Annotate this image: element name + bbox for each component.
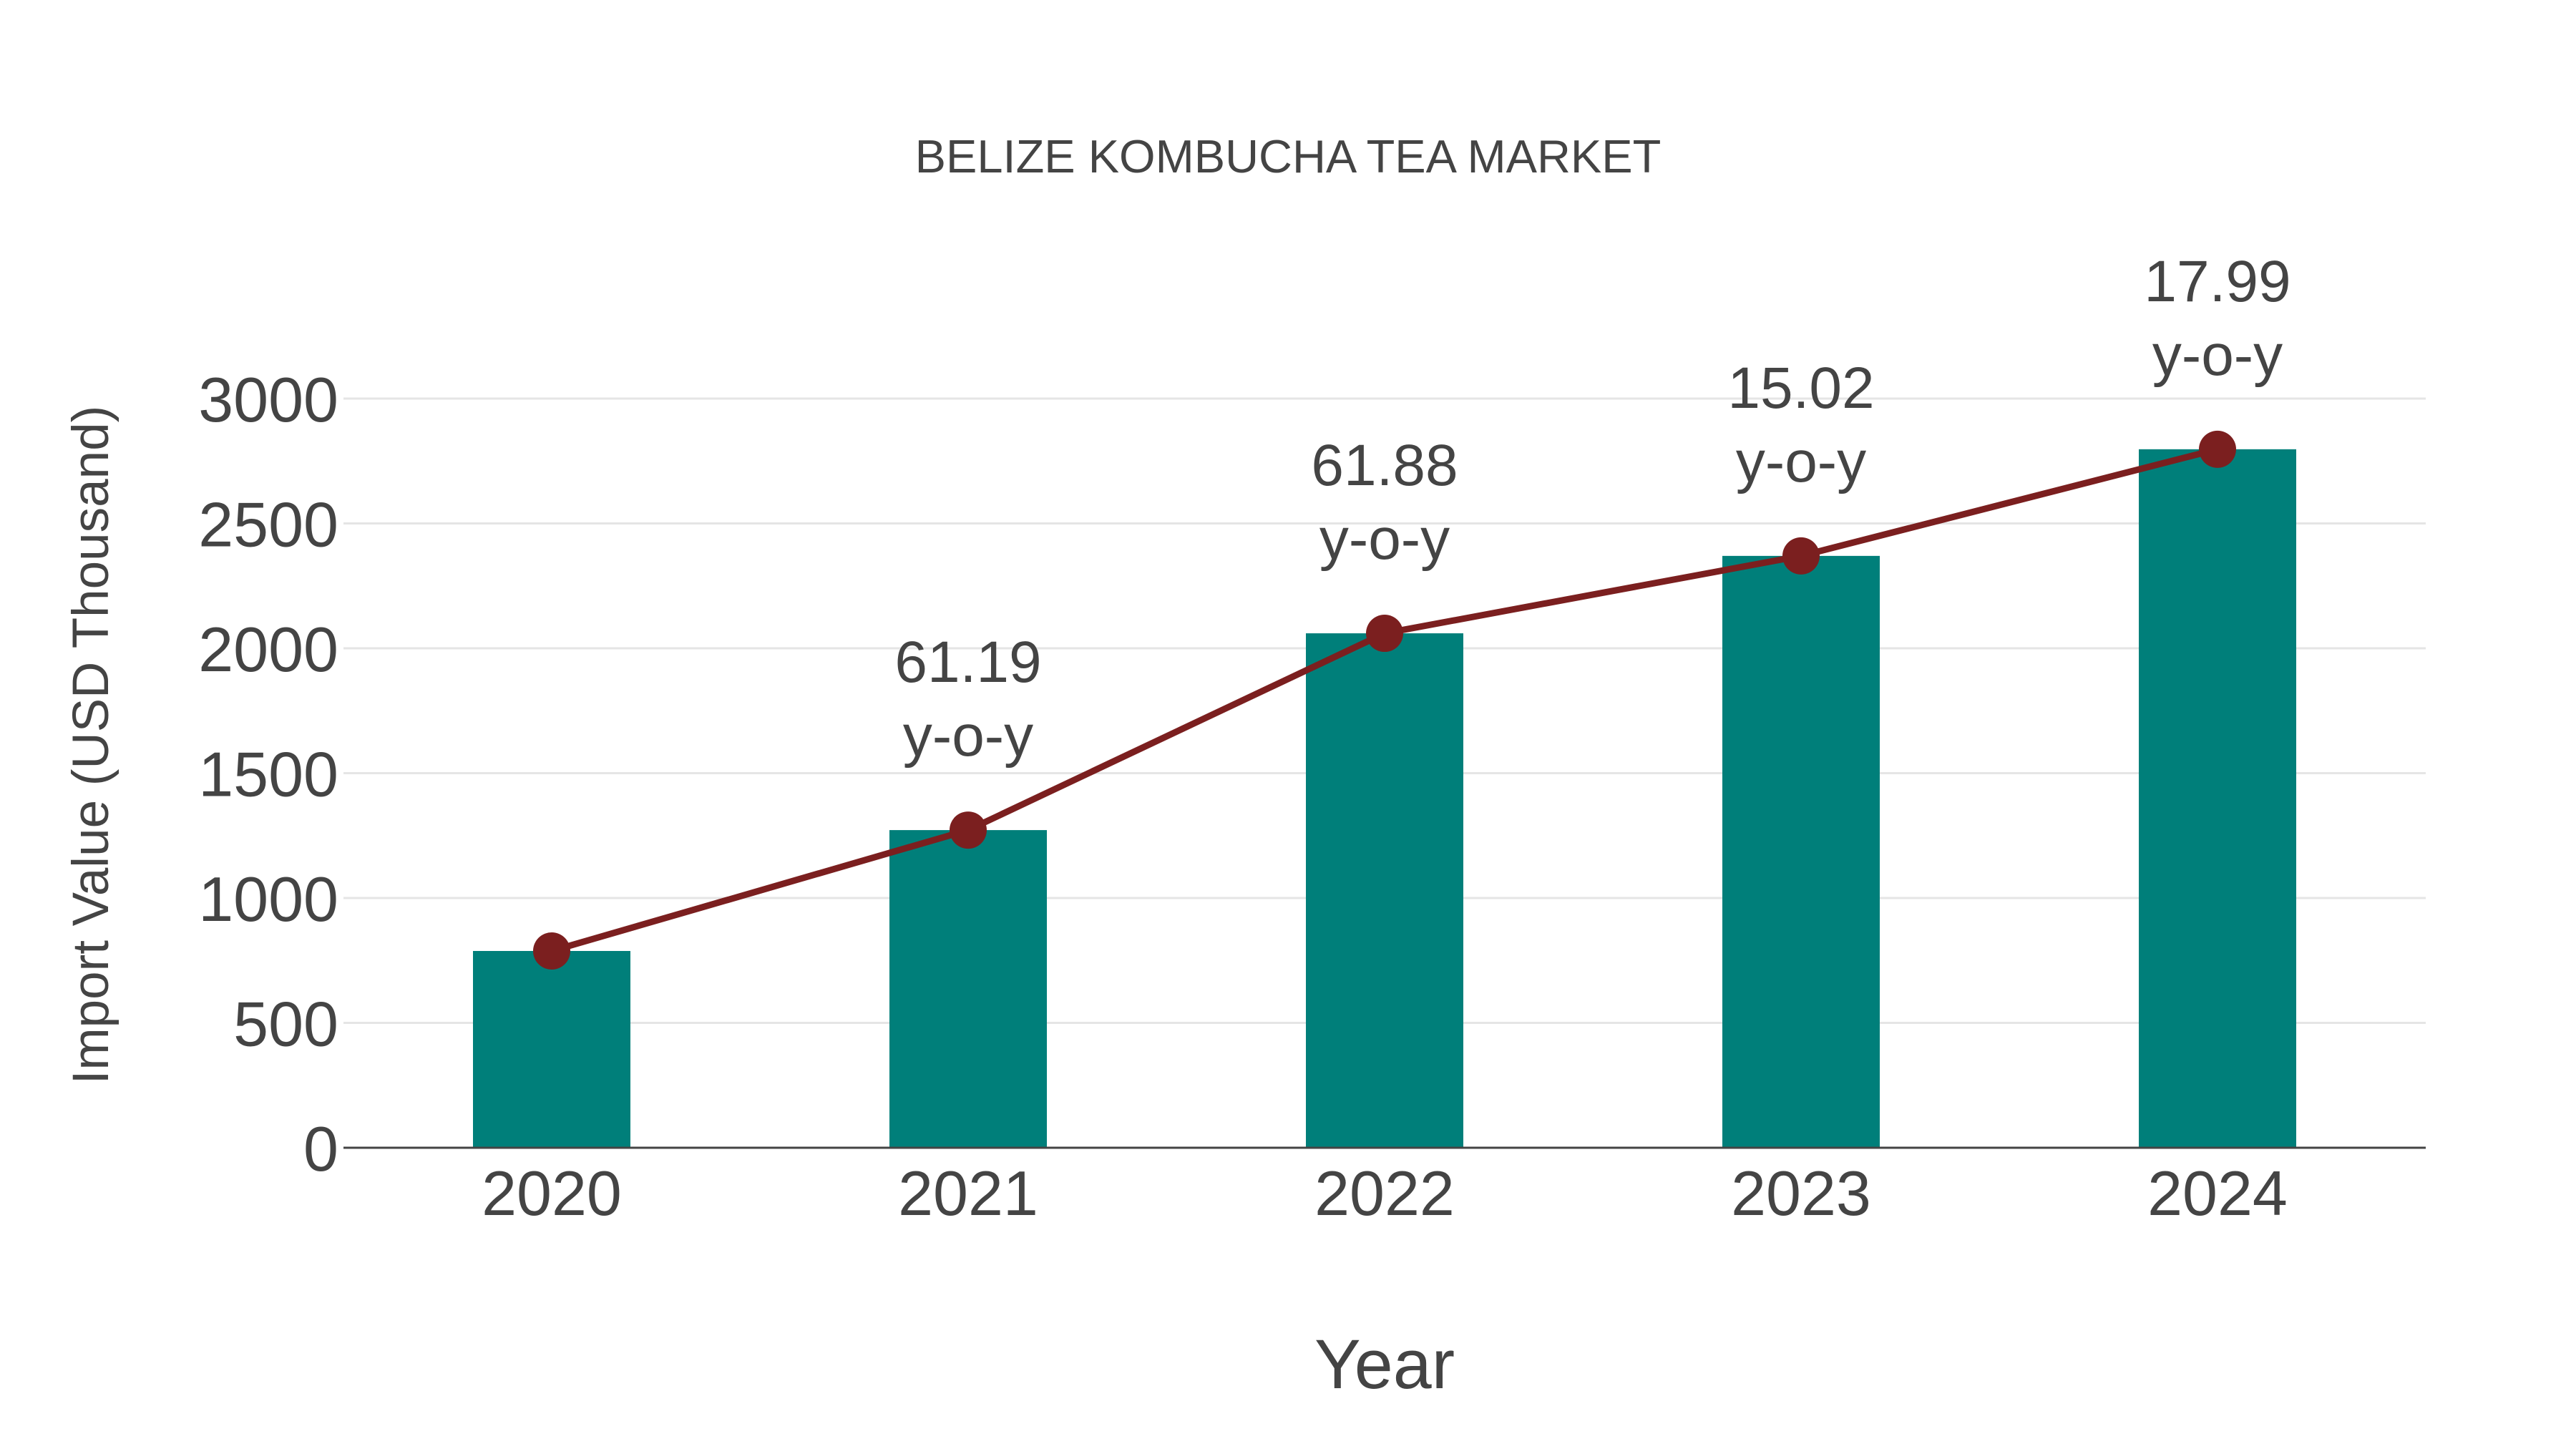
marker-2023: [1782, 537, 1820, 575]
x-tick-label: 2021: [898, 1158, 1038, 1229]
y-tick-label: 500: [233, 989, 338, 1060]
x-axis-title: Year: [1314, 1325, 1455, 1403]
marker-2021: [950, 811, 987, 849]
yoy-value: 61.19: [894, 630, 1041, 695]
y-tick-label: 2000: [198, 614, 338, 685]
x-tick-label: 2020: [482, 1158, 622, 1229]
bar-2022: [1306, 633, 1463, 1148]
y-tick-label: 2500: [198, 489, 338, 560]
y-tick-label: 3000: [198, 364, 338, 435]
yoy-value: 15.02: [1727, 356, 1874, 421]
y-tick-label: 1000: [198, 864, 338, 935]
marker-2022: [1366, 615, 1403, 653]
yoy-annotations: 61.19 y-o-y 61.88 y-o-y 15.02 y-o-y 17.99 y-o-y: [894, 249, 2290, 769]
marker-2020: [533, 932, 570, 970]
chart-title: BELIZE KOMBUCHA TEA MARKET: [915, 130, 1662, 182]
bar-2024: [2139, 449, 2296, 1148]
bar-2020: [473, 950, 630, 1148]
yoy-suffix: y-o-y: [2152, 323, 2283, 388]
bar-2021: [889, 830, 1047, 1148]
x-tick-label: 2024: [2147, 1158, 2288, 1229]
y-tick-label: 1500: [198, 739, 338, 810]
bar-2023: [1722, 555, 1880, 1148]
yoy-value: 61.88: [1311, 433, 1458, 498]
y-axis-title: Import Value (USD Thousand): [63, 406, 119, 1084]
yoy-value: 17.99: [2144, 249, 2290, 314]
x-tick-label: 2022: [1314, 1158, 1455, 1229]
yoy-suffix: y-o-y: [1319, 507, 1450, 572]
line-markers: [533, 430, 2236, 970]
bar-series: [473, 449, 2296, 1148]
y-axis-ticks: 0 500 1000 1500 2000 2500 3000: [198, 364, 338, 1184]
marker-2024: [2199, 430, 2236, 468]
y-tick-label: 0: [303, 1113, 338, 1184]
x-tick-label: 2023: [1731, 1158, 1871, 1229]
x-axis-ticks: 2020 2021 2022 2023 2024: [482, 1158, 2288, 1229]
yoy-suffix: y-o-y: [903, 703, 1033, 769]
yoy-suffix: y-o-y: [1736, 429, 1866, 494]
